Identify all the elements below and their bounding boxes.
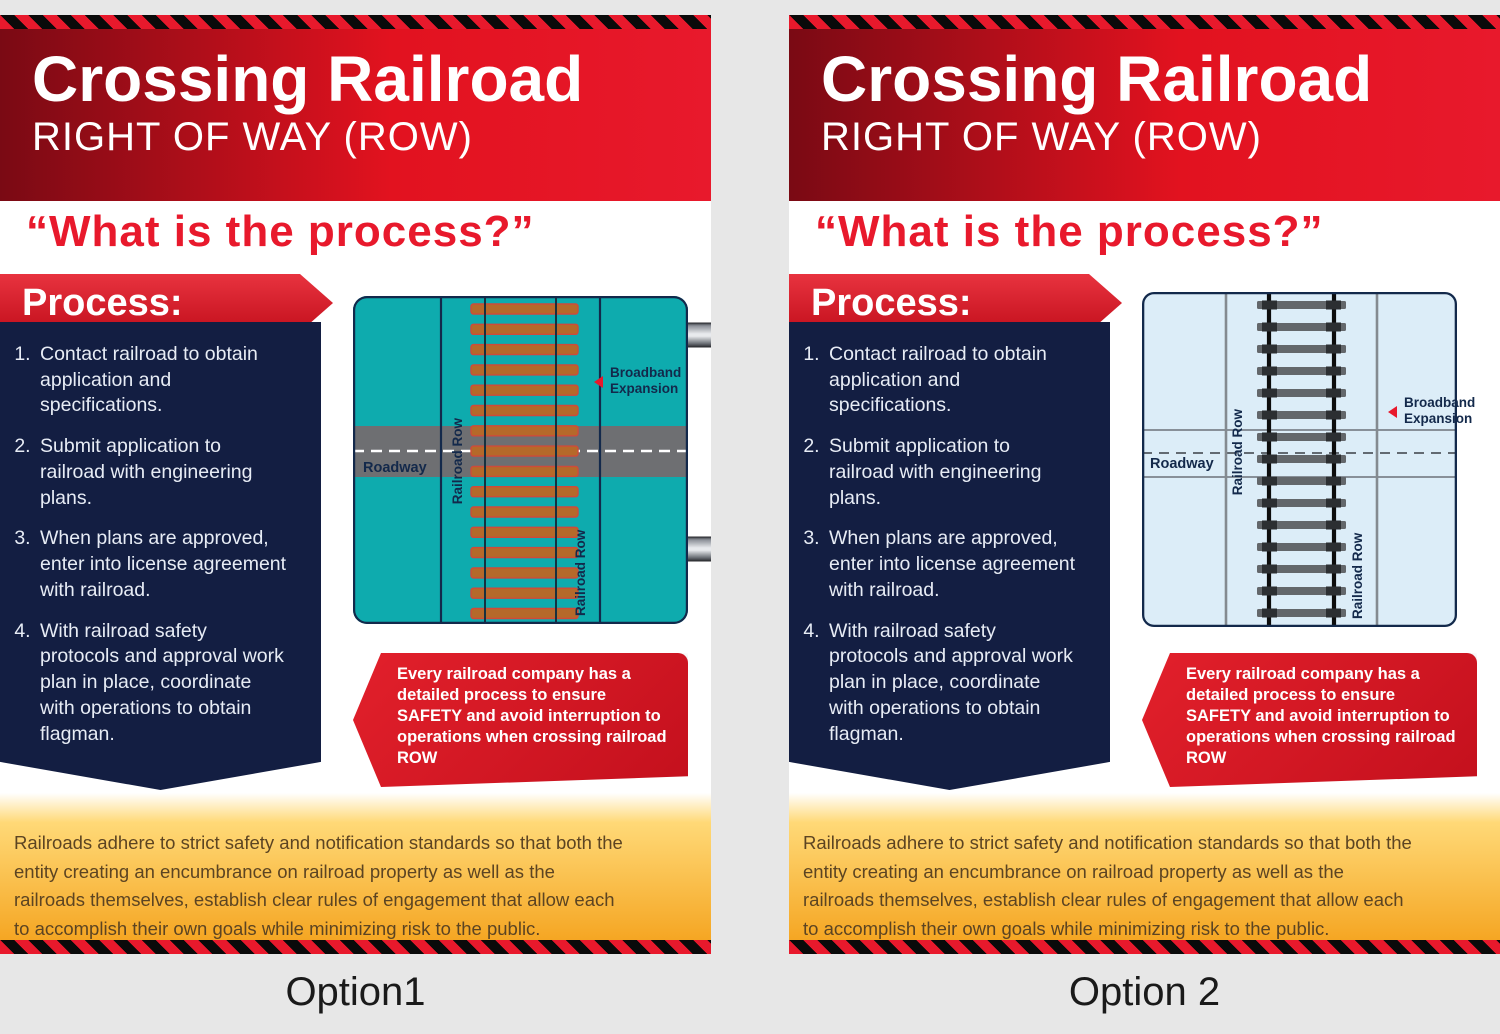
svg-text:Broadband: Broadband — [1404, 395, 1475, 410]
svg-text:Expansion: Expansion — [1404, 411, 1472, 426]
svg-text:Railroad Row: Railroad Row — [1350, 532, 1365, 619]
svg-text:Expansion: Expansion — [610, 381, 678, 396]
svg-text:Railroad Row: Railroad Row — [450, 418, 465, 505]
svg-text:Broadband: Broadband — [610, 365, 681, 380]
svg-text:Roadway: Roadway — [363, 460, 427, 476]
svg-text:Railroad Row: Railroad Row — [573, 529, 588, 616]
svg-text:Railroad Row: Railroad Row — [1230, 409, 1245, 496]
svg-text:Roadway: Roadway — [1150, 456, 1214, 472]
